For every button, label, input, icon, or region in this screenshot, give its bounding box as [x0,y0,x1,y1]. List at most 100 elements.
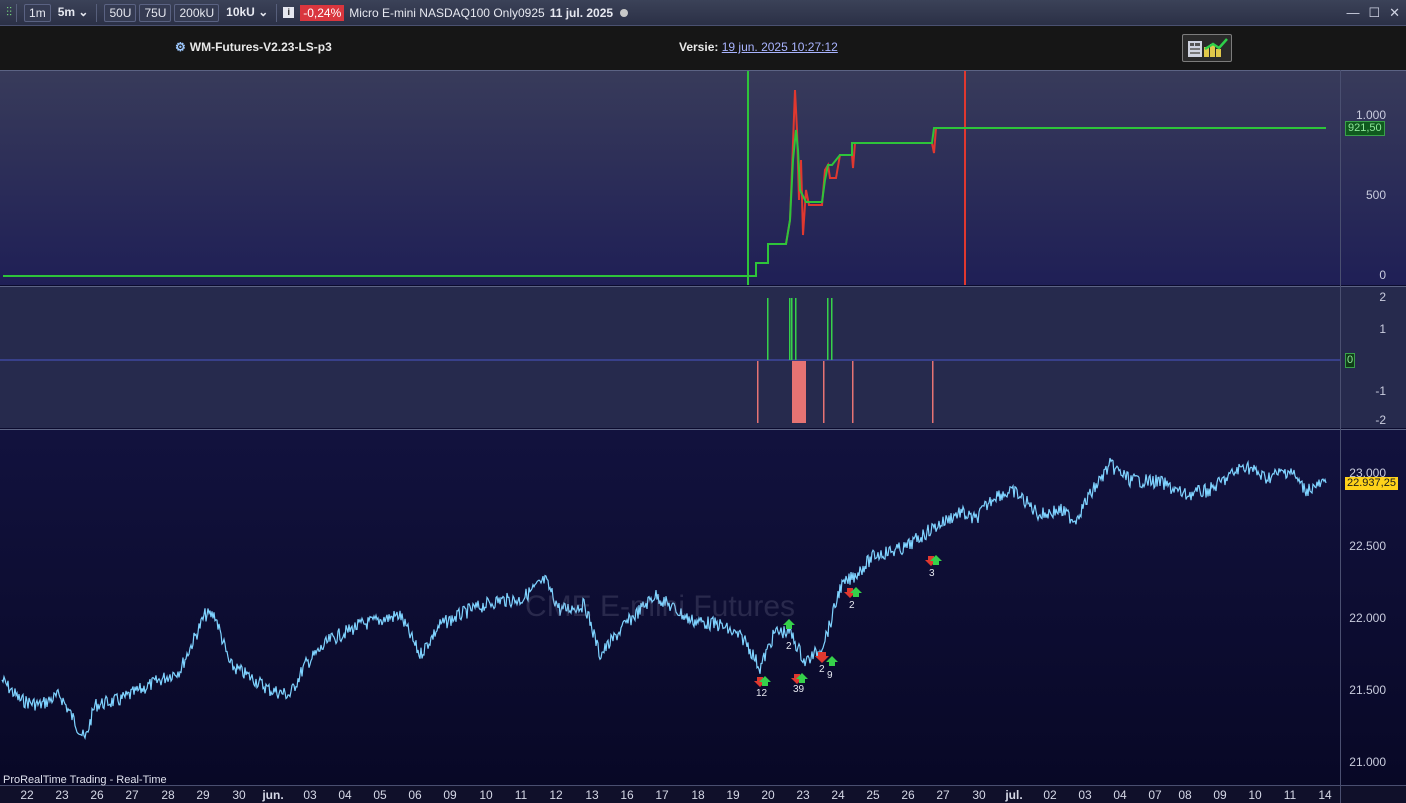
equity-curve-green [3,127,1326,277]
date-axis-label: 11 [514,788,528,802]
chart-toolbar: ⫶⫶ 1m 5m ⌄ 50U 75U 200kU 10kU ⌄ i -0,24%… [0,0,1406,26]
trade-count: 12 [756,688,768,699]
position-zero-badge: 0 [1345,353,1356,368]
info-icon[interactable]: i [283,7,295,18]
long-bar [795,298,797,360]
instrument-name[interactable]: Micro E-mini NASDAQ100 Only0925 [349,5,545,20]
gears-icon: ⚙ [175,40,186,54]
maximize-icon[interactable]: ☐ [1368,5,1381,20]
trade-count: 3 [929,568,935,579]
date-axis-label: 26 [90,788,104,802]
version-info: Versie: 19 jun. 2025 10:27:12 [679,40,838,54]
date-axis-label: 02 [1043,788,1057,802]
close-icon[interactable]: ✕ [1389,5,1400,20]
chevron-down-icon: ⌄ [78,4,89,19]
date-axis-label: 23 [55,788,69,802]
long-position-bars [767,298,833,360]
divider [276,3,278,22]
date-axis-label: 07 [1148,788,1162,802]
data-feed-label: ProRealTime Trading - Real-Time [3,774,167,786]
date-axis-label: 16 [620,788,634,802]
trade-marker [815,652,838,666]
date-axis[interactable] [0,785,1406,803]
position-y-label: -2 [1375,413,1386,427]
date-axis-label: 24 [831,788,845,802]
interval-50u-button[interactable]: 50U [104,3,137,22]
price-series [1,457,1327,741]
system-title[interactable]: ⚙ WM-Futures-V2.23-LS-p3 [175,40,332,54]
equity-y-label: 1.000 [1355,108,1386,122]
system-header: ⚙ WM-Futures-V2.23-LS-p3 Versie: 19 jun.… [0,26,1406,70]
interval-10ku-dropdown[interactable]: 10kU ⌄ [222,4,272,22]
performance-report-icon[interactable] [1182,34,1232,62]
chart-date: 11 jul. 2025 [549,5,614,20]
equity-last-value: 921,50 [1345,121,1385,136]
last-price-badge: 22.937,25 [1345,477,1398,490]
date-axis-label: 30 [232,788,246,802]
system-name: WM-Futures-V2.23-LS-p3 [189,40,332,54]
trade-count: 9 [827,670,833,681]
version-label: Versie: [679,40,719,54]
position-y-label: 2 [1379,290,1386,304]
interval-200ku-button[interactable]: 200kU [174,3,220,22]
position-y-label: 1 [1379,322,1386,336]
interval-10ku-label: 10kU [226,4,255,19]
date-axis-label: 29 [196,788,210,802]
window-controls: — ☐ ✕ [1346,5,1400,21]
date-axis-label: 03 [1078,788,1092,802]
short-bar [757,361,759,423]
date-axis-label: 13 [585,788,599,802]
short-bar [852,361,854,423]
date-axis-label: 23 [796,788,810,802]
date-axis-label: 17 [655,788,669,802]
date-axis-label: 04 [1113,788,1127,802]
version-link[interactable]: 19 jun. 2025 10:27:12 [721,40,838,54]
equity-y-label: 0 [1379,268,1386,282]
date-axis-label: 26 [901,788,915,802]
trade-marker [754,676,771,687]
interval-5m-label: 5m [57,4,76,19]
price-y-label: 21.000 [1349,755,1386,769]
position-panel[interactable] [0,286,1406,428]
long-bar [767,298,769,360]
long-bar [791,298,793,360]
price-panel[interactable] [0,429,1406,785]
long-bar [789,298,791,360]
interval-1m-button[interactable]: 1m [24,3,51,22]
date-axis-label: 18 [691,788,705,802]
equity-y-label: 500 [1365,188,1386,202]
trade-marker [791,673,808,684]
divider [16,3,18,22]
report-graphic [1188,38,1228,57]
date-axis-label: 20 [761,788,775,802]
short-position-bars [757,361,934,423]
trade-markers: 12 39 2 2 9 2 3 [754,555,942,699]
trade-marker [783,619,795,629]
date-axis-label: jun. [262,788,284,802]
short-bar [823,361,825,423]
date-axis-label: 27 [936,788,950,802]
position-y-label: -1 [1375,384,1386,398]
trade-marker [844,587,862,598]
date-axis-label: 09 [1213,788,1227,802]
price-y-label: 23.000 [1349,466,1386,480]
date-axis-label: 22 [20,788,34,802]
trade-marker [925,555,942,566]
equity-panel[interactable] [0,70,1406,285]
equity-curve [750,89,937,277]
date-axis-label: 30 [972,788,986,802]
long-bar [827,298,829,360]
date-axis-label: 08 [1178,788,1192,802]
date-axis-label: 27 [125,788,139,802]
date-axis-label: 03 [303,788,317,802]
change-badge: -0,24% [300,4,345,21]
minimize-icon[interactable]: — [1346,5,1360,20]
date-axis-label: 19 [726,788,740,802]
interval-75u-button[interactable]: 75U [139,3,172,22]
interval-5m-dropdown[interactable]: 5m ⌄ [54,4,93,22]
trade-count: 2 [786,641,792,652]
candles-icon[interactable]: ⫶⫶ [6,5,13,19]
divider [96,3,98,22]
trade-count: 39 [793,684,805,695]
